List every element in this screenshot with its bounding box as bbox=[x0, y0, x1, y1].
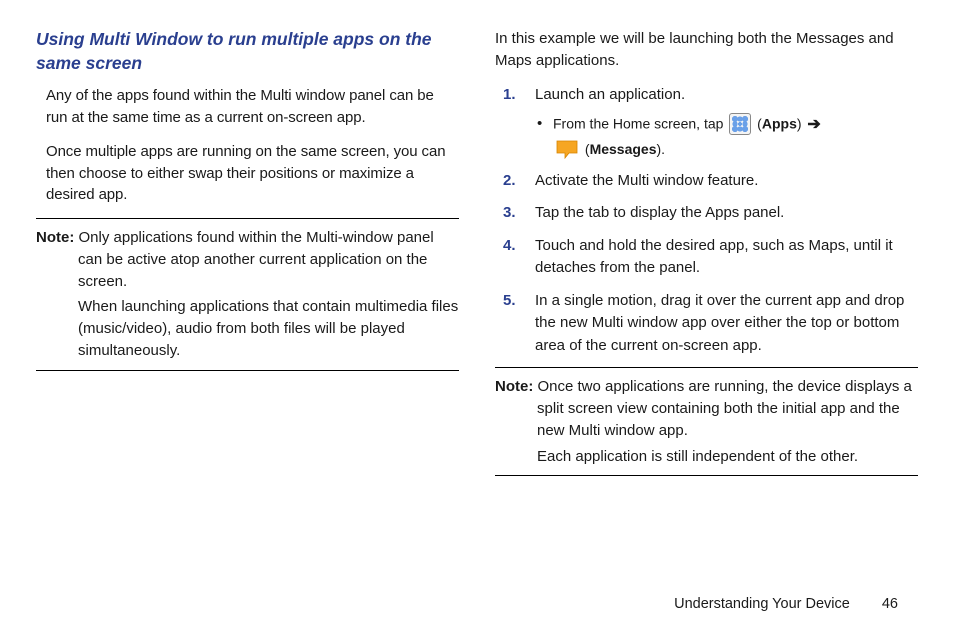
page-columns: Using Multi Window to run multiple apps … bbox=[0, 0, 954, 586]
messages-label: Messages bbox=[590, 141, 657, 157]
note-label: Note: bbox=[36, 229, 74, 246]
messages-icon bbox=[555, 139, 579, 159]
footer-section: Understanding Your Device bbox=[674, 596, 850, 612]
note-body: Only applications found within the Multi… bbox=[74, 229, 433, 290]
step-2-text: Activate the Multi window feature. bbox=[535, 172, 758, 189]
page-number: 46 bbox=[882, 596, 898, 612]
step-4-text: Touch and hold the desired app, such as … bbox=[535, 237, 893, 277]
note-extra-right: Each application is still independent of… bbox=[495, 446, 918, 468]
page-footer: Understanding Your Device 46 bbox=[0, 596, 954, 612]
apps-icon bbox=[729, 113, 751, 135]
note-body-right: Once two applications are running, the d… bbox=[533, 378, 912, 439]
step-4: Touch and hold the desired app, such as … bbox=[503, 235, 918, 280]
arrow-icon: ➔ bbox=[807, 112, 820, 138]
right-column: In this example we will be launching bot… bbox=[495, 28, 918, 586]
step-5-text: In a single motion, drag it over the cur… bbox=[535, 292, 904, 354]
sub-bullet: From the Home screen, tap (Apps) ➔ (Mess… bbox=[535, 112, 918, 160]
note-block-right: Note: Once two applications are running,… bbox=[495, 367, 918, 476]
sub-pre: From the Home screen, tap bbox=[553, 116, 727, 132]
step-1-text: Launch an application. bbox=[535, 86, 685, 103]
step-5: In a single motion, drag it over the cur… bbox=[503, 290, 918, 358]
step-1: Launch an application. From the Home scr… bbox=[503, 84, 918, 160]
steps-list: Launch an application. From the Home scr… bbox=[503, 84, 918, 358]
step-3-text: Tap the tab to display the Apps panel. bbox=[535, 204, 784, 221]
note-line: Note: Only applications found within the… bbox=[36, 227, 459, 292]
right-intro: In this example we will be launching bot… bbox=[495, 28, 918, 72]
step-2: Activate the Multi window feature. bbox=[503, 170, 918, 193]
note-label-right: Note: bbox=[495, 378, 533, 395]
note-line-right: Note: Once two applications are running,… bbox=[495, 376, 918, 441]
left-column: Using Multi Window to run multiple apps … bbox=[36, 28, 459, 586]
apps-label: Apps bbox=[762, 116, 797, 132]
note-block-left: Note: Only applications found within the… bbox=[36, 218, 459, 371]
note-extra: When launching applications that contain… bbox=[36, 296, 459, 361]
step-3: Tap the tab to display the Apps panel. bbox=[503, 202, 918, 225]
section-heading: Using Multi Window to run multiple apps … bbox=[36, 28, 459, 75]
intro-para-2: Once multiple apps are running on the sa… bbox=[46, 141, 459, 206]
intro-para-1: Any of the apps found within the Multi w… bbox=[46, 85, 459, 129]
